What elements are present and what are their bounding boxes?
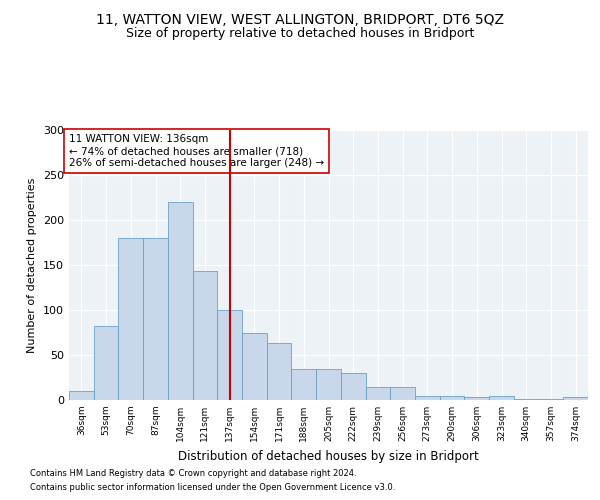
Text: Contains public sector information licensed under the Open Government Licence v3: Contains public sector information licen…	[30, 484, 395, 492]
Bar	[69, 391, 94, 400]
Y-axis label: Number of detached properties: Number of detached properties	[28, 178, 37, 352]
Bar	[118, 238, 143, 400]
Text: Contains HM Land Registry data © Crown copyright and database right 2024.: Contains HM Land Registry data © Crown c…	[30, 468, 356, 477]
Bar	[489, 396, 514, 400]
Bar	[563, 398, 588, 400]
Bar	[440, 396, 464, 400]
X-axis label: Distribution of detached houses by size in Bridport: Distribution of detached houses by size …	[178, 450, 479, 462]
Bar	[539, 399, 563, 400]
Bar	[415, 396, 440, 400]
Bar	[365, 386, 390, 400]
Bar	[94, 326, 118, 400]
Text: Size of property relative to detached houses in Bridport: Size of property relative to detached ho…	[126, 28, 474, 40]
Bar	[267, 344, 292, 400]
Bar	[464, 398, 489, 400]
Text: 11 WATTON VIEW: 136sqm
← 74% of detached houses are smaller (718)
26% of semi-de: 11 WATTON VIEW: 136sqm ← 74% of detached…	[69, 134, 324, 168]
Bar	[168, 202, 193, 400]
Bar	[193, 272, 217, 400]
Bar	[341, 373, 365, 400]
Bar	[292, 368, 316, 400]
Bar	[316, 370, 341, 400]
Bar	[217, 310, 242, 400]
Bar	[143, 238, 168, 400]
Text: 11, WATTON VIEW, WEST ALLINGTON, BRIDPORT, DT6 5QZ: 11, WATTON VIEW, WEST ALLINGTON, BRIDPOR…	[96, 12, 504, 26]
Bar	[390, 386, 415, 400]
Bar	[514, 399, 539, 400]
Bar	[242, 332, 267, 400]
